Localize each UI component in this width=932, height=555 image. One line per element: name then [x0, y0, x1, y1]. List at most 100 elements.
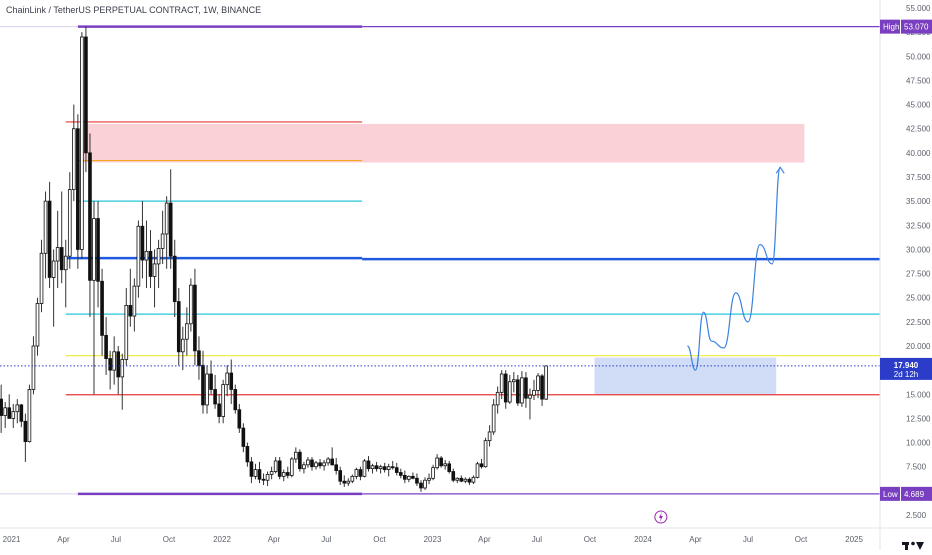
candle-body: [265, 474, 270, 481]
candle-body: [310, 459, 314, 468]
high-tag-value: 53.070: [904, 23, 929, 32]
projection-arrow: [686, 166, 781, 371]
candle-body: [31, 345, 36, 390]
candle-body: [479, 463, 484, 468]
candle-body: [273, 460, 278, 472]
candle-body: [532, 390, 536, 396]
y-tick-label: 22.500: [906, 318, 931, 327]
candle-body: [172, 255, 177, 302]
candle-body: [338, 470, 343, 482]
y-tick-label: 47.500: [906, 76, 931, 85]
candle-body: [201, 364, 205, 406]
candle-body: [112, 351, 116, 371]
candle-body: [398, 472, 403, 476]
candle-body: [193, 284, 197, 352]
candle-body: [205, 373, 209, 406]
candle-body: [19, 404, 24, 422]
candle-body: [152, 263, 157, 277]
candle-body: [467, 478, 472, 483]
candle-body: [3, 407, 8, 416]
last-price-countdown: 2d 12h: [894, 370, 918, 379]
levels-layer: [0, 25, 880, 496]
x-tick-label: Jul: [743, 535, 753, 544]
candle-body: [298, 451, 302, 470]
candle-body: [92, 218, 96, 281]
candle-body: [7, 407, 12, 419]
candle-body: [176, 301, 181, 353]
candle-body: [185, 323, 189, 340]
candle-body: [51, 260, 56, 278]
candle-body: [483, 440, 488, 468]
candle-body: [403, 475, 407, 480]
candle-body: [451, 471, 456, 481]
candle-body: [487, 431, 492, 442]
candle-body: [306, 459, 310, 466]
candle-body: [253, 469, 258, 477]
candle-body: [285, 472, 290, 476]
candle-body: [108, 358, 112, 371]
y-tick-label: 25.000: [906, 294, 931, 303]
candle-body: [463, 478, 468, 482]
candles-layer: [0, 26, 548, 492]
candle-body: [116, 351, 121, 378]
candle-body: [84, 36, 88, 154]
candle-body: [156, 248, 161, 265]
y-tick-label: 10.000: [906, 439, 931, 448]
y-tick-label: 37.500: [906, 173, 931, 182]
y-tick-label: 40.000: [906, 149, 931, 158]
candle-body: [160, 233, 165, 249]
candle-body: [350, 475, 355, 482]
candle-body: [43, 200, 48, 254]
candle-body: [213, 389, 217, 405]
x-tick-label: Jul: [111, 535, 121, 544]
candle-body: [96, 218, 100, 282]
candle-body: [326, 458, 330, 464]
y-tick-label: 27.500: [906, 270, 931, 279]
candle-body: [447, 463, 452, 472]
candle-body: [140, 225, 145, 261]
y-tick-label: 32.500: [906, 221, 931, 230]
candle-body: [277, 460, 282, 477]
candle-body: [120, 359, 125, 378]
y-tick-label: 20.000: [906, 342, 931, 351]
x-tick-label: Apr: [478, 535, 491, 544]
candle-body: [80, 36, 84, 250]
candle-body: [411, 475, 415, 479]
candle-body: [390, 466, 395, 469]
y-tick-label: 30.000: [906, 245, 931, 254]
candle-body: [128, 305, 133, 317]
candle-body: [459, 477, 464, 482]
y-tick-label: 12.500: [906, 414, 931, 423]
candle-body: [503, 373, 508, 403]
candle-body: [439, 457, 443, 467]
y-tick-label: 50.000: [906, 52, 931, 61]
candle-body: [346, 480, 351, 484]
x-tick-label: 2022: [213, 535, 231, 544]
candle-body: [39, 252, 44, 304]
candle-body: [233, 389, 238, 411]
candle-body: [88, 152, 92, 281]
candle-body: [415, 477, 419, 484]
candle-body: [386, 466, 391, 471]
y-tick-label: 55.000: [906, 4, 931, 13]
candle-body: [217, 403, 221, 417]
last-price-value: 17.940: [894, 361, 919, 370]
x-tick-label: Oct: [373, 535, 386, 544]
candle-body: [269, 471, 274, 475]
candle-body: [76, 128, 80, 250]
candle-body: [180, 338, 185, 353]
candle-body: [245, 446, 250, 463]
candle-body: [249, 461, 254, 477]
low-tag-label: Low: [883, 490, 898, 499]
candle-body: [132, 285, 137, 317]
candle-body: [35, 303, 40, 347]
candle-body: [289, 458, 294, 476]
x-tick-label: Apr: [57, 535, 70, 544]
x-tick-label: Oct: [795, 535, 808, 544]
x-tick-label: 2025: [845, 535, 863, 544]
candle-body: [294, 451, 298, 460]
zones-layer: [81, 123, 805, 395]
